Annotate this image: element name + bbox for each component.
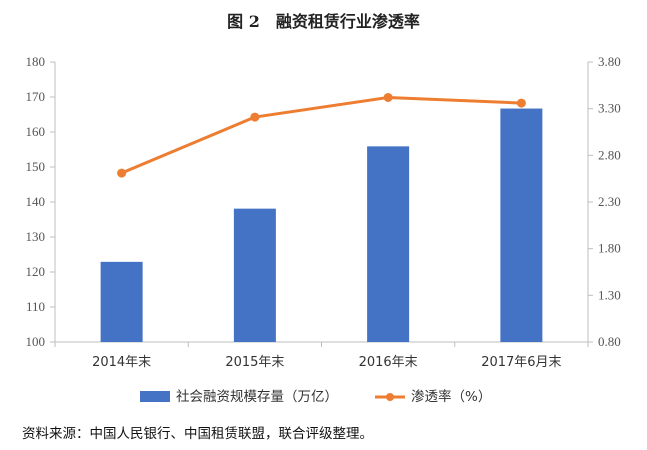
x-tick-label: 2016年末 (359, 355, 418, 370)
y-left-tick-label: 160 (26, 124, 46, 139)
y-right-tick-label: 2.80 (598, 147, 621, 162)
y-right-tick-label: 3.80 (598, 54, 621, 69)
source-note: 资料来源：中国人民银行、中国租赁联盟，联合评级整理。 (22, 426, 373, 442)
legend-swatch-bar (140, 391, 170, 402)
x-tick-label: 2014年末 (92, 355, 151, 370)
line-point (516, 98, 526, 108)
bar (233, 208, 276, 342)
x-axis-ticks: 2014年末 2015年末 2016年末 2017年6月末 (92, 355, 561, 370)
y-left-tick-label: 180 (26, 54, 46, 69)
y-left-tick-label: 100 (26, 334, 46, 349)
line-point (250, 112, 260, 122)
chart-title: 图 2 融资租赁行业渗透率 (227, 12, 420, 31)
y-left-tick-label: 110 (26, 299, 45, 314)
y-left-tick-label: 120 (26, 264, 46, 279)
bar (100, 261, 143, 342)
x-tick-label: 2017年6月末 (481, 355, 561, 370)
axes: 100 110 120 130 140 150 160 170 180 0.80 1.30 1.80 2… (26, 54, 621, 349)
y-right-tick-label: 2.30 (598, 194, 621, 209)
y-left-tick-label: 140 (26, 194, 46, 209)
line-point (383, 92, 393, 102)
bar-series (100, 108, 543, 342)
line-point (117, 168, 127, 178)
y-left-tick-label: 170 (26, 89, 46, 104)
y-right-tick-label: 0.80 (598, 334, 621, 349)
bar (367, 146, 410, 342)
y-left-tick-label: 130 (26, 229, 46, 244)
legend: 社会融资规模存量（万亿） 渗透率（%） (140, 388, 491, 405)
legend-label-line: 渗透率（%） (411, 388, 491, 405)
y-left-tick-label: 150 (26, 159, 46, 174)
x-tick-label: 2015年末 (225, 355, 284, 370)
y-right-tick-label: 1.80 (598, 241, 621, 256)
y-right-tick-label: 1.30 (598, 287, 621, 302)
y-right-tick-label: 3.30 (598, 101, 621, 116)
legend-label-bar: 社会融资规模存量（万亿） (176, 389, 338, 405)
line-path (121, 95, 522, 175)
line-series (117, 92, 526, 178)
bar (500, 108, 543, 342)
legend-swatch-marker (386, 393, 394, 401)
